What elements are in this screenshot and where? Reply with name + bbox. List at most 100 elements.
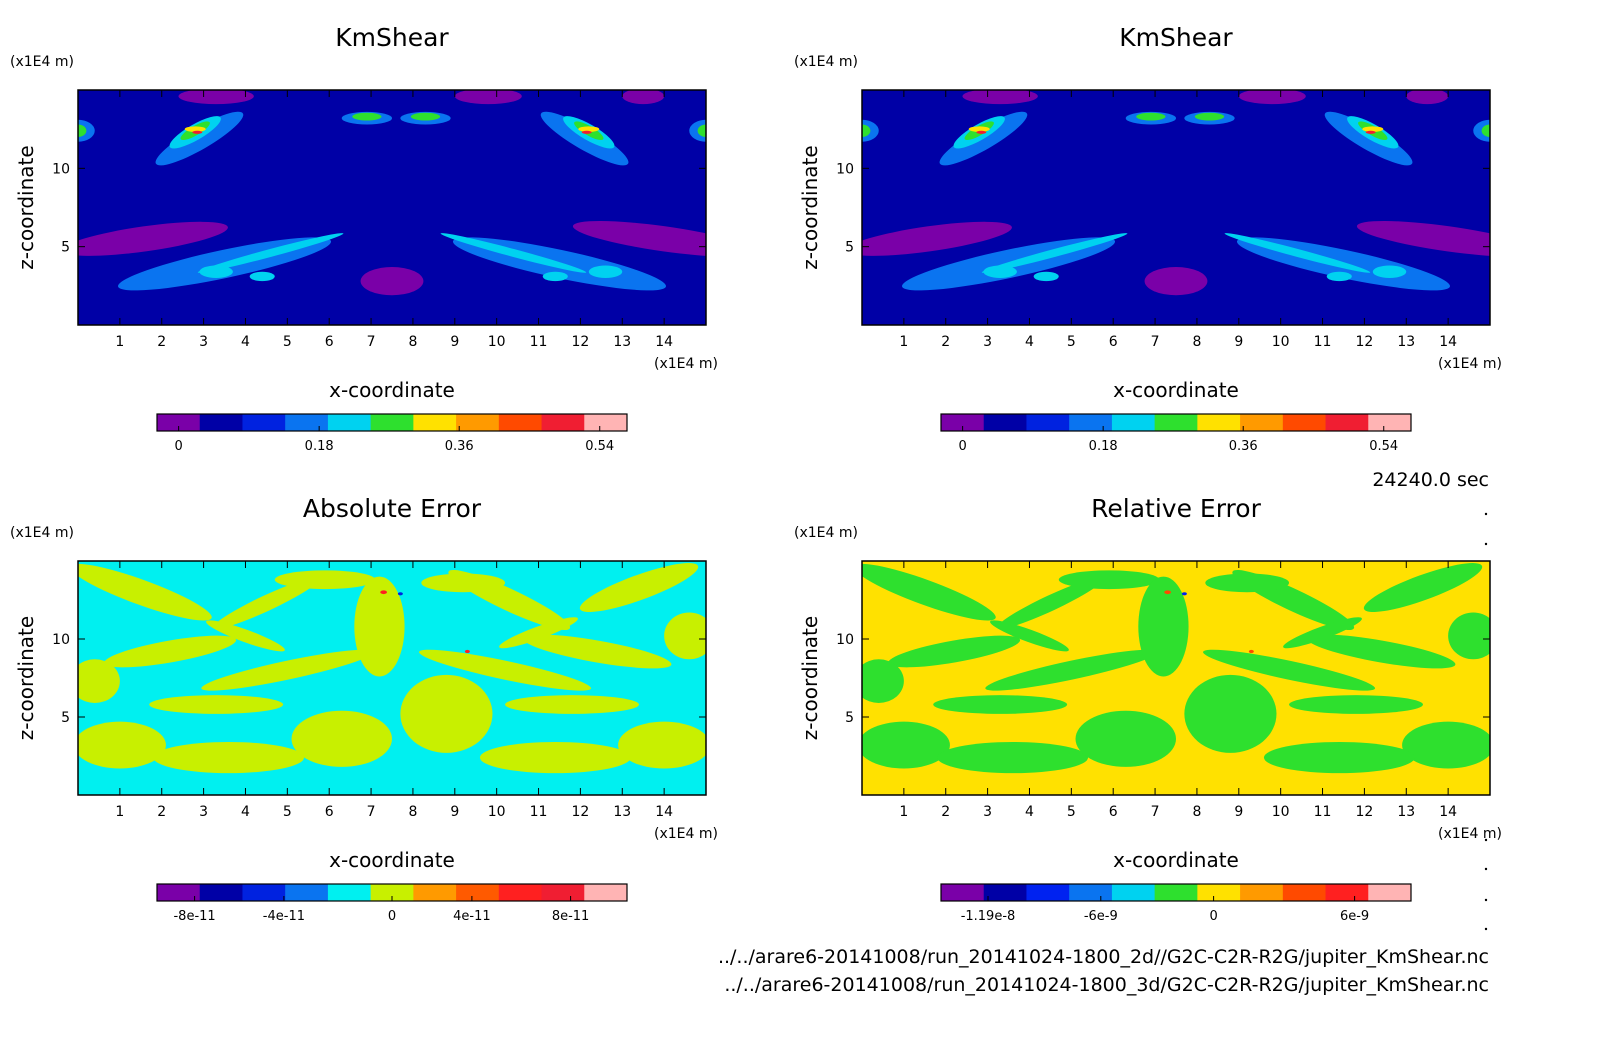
margin-dot — [1484, 838, 1488, 842]
x-axis-unit: (x1E4 m) — [654, 826, 718, 842]
colorbar-swatch — [413, 884, 457, 901]
edge-core — [78, 124, 87, 137]
x-axis-unit: (x1E4 m) — [1438, 826, 1502, 842]
x-axis-unit: (x1E4 m) — [654, 356, 718, 372]
colorbar-tick-label: 0 — [958, 439, 966, 454]
y-axis-label: z-coordinate — [798, 616, 822, 740]
error-blob — [153, 741, 305, 774]
low-region — [572, 220, 706, 257]
colorbar-swatch — [285, 884, 329, 901]
shear-band — [440, 233, 587, 273]
colorbar-tick-label: -1.19e-8 — [961, 909, 1016, 924]
y-axis-unit: (x1E4 m) — [794, 525, 858, 541]
x-tick-label: 8 — [1192, 804, 1201, 820]
error-blob — [997, 577, 1104, 629]
error-spot — [1248, 649, 1254, 654]
error-blob — [1283, 617, 1362, 649]
y-tick-label: 5 — [61, 240, 70, 256]
colorbar-swatch — [413, 414, 457, 431]
plot-frame — [77, 89, 707, 326]
x-tick-label: 2 — [157, 804, 166, 820]
low-region — [1144, 267, 1208, 296]
y-tick-label: 10 — [836, 161, 854, 177]
jet-core — [976, 130, 987, 134]
low-region — [1406, 90, 1449, 105]
y-tick-label: 10 — [52, 161, 70, 177]
colorbar-swatch — [541, 884, 585, 901]
colorbar-tick-label: 0.36 — [445, 439, 474, 454]
shear-band — [1224, 233, 1371, 273]
colorbar-swatch — [1026, 884, 1070, 901]
error-blob — [1263, 741, 1415, 774]
shear-band — [981, 233, 1128, 273]
x-tick-label: 10 — [488, 334, 506, 350]
shear-band — [588, 265, 623, 278]
x-tick-label: 3 — [199, 334, 208, 350]
colorbar-swatch — [456, 884, 500, 901]
edge-core — [1481, 124, 1490, 137]
error-blob — [985, 649, 1158, 691]
colorbar-swatch — [498, 884, 543, 901]
x-axis-label: x-coordinate — [1113, 848, 1239, 872]
colorbar-tick-label: 8e-11 — [552, 909, 590, 924]
file-path-3d: ../../arare6-20141008/run_20141024-1800_… — [724, 974, 1489, 996]
colorbar-tick-label: -4e-11 — [263, 909, 305, 924]
error-blob — [213, 577, 320, 629]
margin-dot — [1484, 512, 1488, 516]
x-tick-label: 3 — [983, 334, 992, 350]
error-blob — [579, 563, 699, 612]
colorbar-swatch — [1111, 884, 1156, 901]
x-tick-label: 13 — [613, 804, 631, 820]
error-blob — [206, 620, 285, 652]
y-tick-label: 10 — [52, 632, 70, 648]
x-tick-label: 9 — [450, 334, 459, 350]
colorbar-swatch — [1154, 414, 1198, 431]
colorbar-swatch — [1240, 414, 1284, 431]
x-tick-label: 6 — [1109, 334, 1118, 350]
colorbar-swatch — [1368, 414, 1412, 431]
jet-core — [352, 112, 382, 121]
error-blob — [1205, 573, 1290, 593]
error-blob — [1289, 695, 1424, 714]
error-spot — [1181, 592, 1187, 596]
error-blob — [274, 570, 376, 590]
error-blob — [933, 695, 1068, 714]
file-path-2d: ../../arare6-20141008/run_20141024-1800_… — [718, 946, 1489, 968]
x-tick-label: 14 — [1439, 804, 1457, 820]
margin-dot — [1484, 542, 1488, 546]
y-axis-label: z-coordinate — [14, 145, 38, 269]
colorbar-swatch — [199, 884, 243, 901]
margin-dot — [1484, 927, 1488, 931]
colorbar-swatch — [242, 414, 286, 431]
error-blob — [78, 659, 120, 703]
error-spot — [464, 649, 470, 654]
error-spot — [397, 592, 403, 596]
x-tick-label: 5 — [283, 804, 292, 820]
x-tick-label: 4 — [1025, 804, 1034, 820]
x-tick-label: 9 — [1234, 804, 1243, 820]
x-tick-label: 12 — [1355, 334, 1373, 350]
colorbar-tick-label: 0.54 — [1369, 439, 1398, 454]
x-tick-label: 13 — [1397, 804, 1415, 820]
colorbar-swatch — [1026, 414, 1070, 431]
error-blob — [421, 573, 506, 593]
low-region — [454, 90, 522, 105]
jet-core — [184, 126, 206, 132]
error-blob — [354, 576, 405, 677]
jet-core — [1194, 112, 1225, 121]
x-tick-label: 10 — [1272, 334, 1290, 350]
x-tick-label: 5 — [1067, 334, 1076, 350]
error-blob — [400, 674, 493, 753]
error-blob — [1058, 570, 1160, 590]
error-blob — [1203, 649, 1376, 691]
colorbar-swatch — [327, 884, 372, 901]
error-blob — [499, 617, 578, 649]
error-blob — [1402, 721, 1490, 769]
jet-core — [192, 130, 203, 134]
colorbar-swatch — [1197, 884, 1241, 901]
error-blob — [862, 721, 950, 769]
x-tick-label: 13 — [1397, 334, 1415, 350]
field-layer — [78, 561, 706, 795]
